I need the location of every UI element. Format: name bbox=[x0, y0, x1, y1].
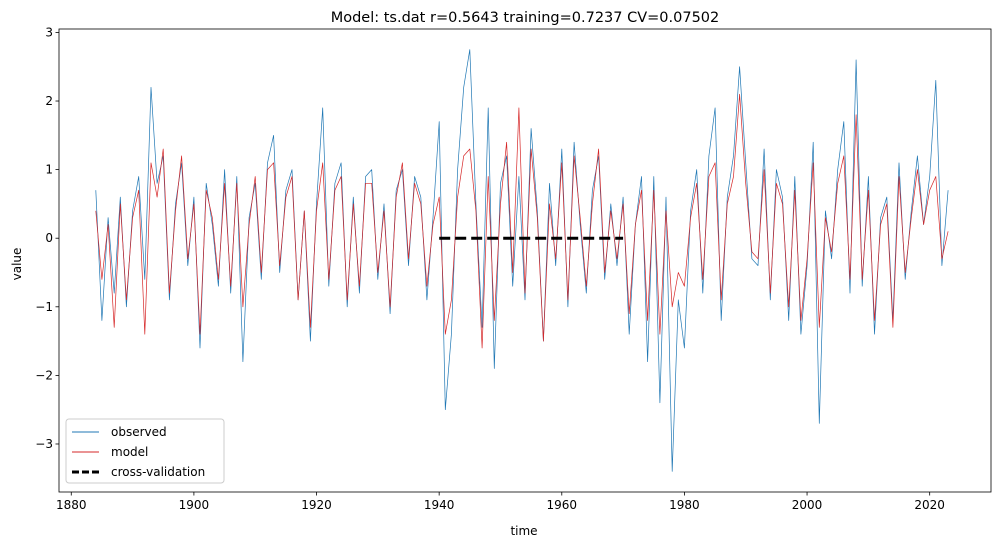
plot-frame bbox=[58, 28, 992, 493]
y-tick-label: 1 bbox=[45, 163, 53, 177]
legend-label: model bbox=[111, 445, 148, 459]
x-tick-label: 1900 bbox=[179, 498, 210, 512]
chart-title: Model: ts.dat r=0.5643 training=0.7237 C… bbox=[331, 10, 720, 26]
legend-label: observed bbox=[111, 425, 167, 439]
x-tick-label: 1940 bbox=[424, 498, 455, 512]
y-tick-label: −1 bbox=[35, 300, 53, 314]
y-tick-label: 0 bbox=[45, 231, 53, 245]
y-tick-label: 3 bbox=[45, 25, 53, 39]
x-axis-label: time bbox=[510, 524, 537, 538]
axes: 1880 1900 1920 1940 1960 1980 2000 2020 −3 −2 −1 0 1… bbox=[35, 25, 992, 512]
y-tick-label: −3 bbox=[35, 437, 53, 451]
legend: observed model cross-validation bbox=[65, 418, 225, 484]
x-tick-label: 1960 bbox=[547, 498, 578, 512]
plot-area bbox=[95, 49, 949, 472]
x-tick-label: 1880 bbox=[56, 498, 87, 512]
legend-label: cross-validation bbox=[111, 465, 205, 479]
y-axis-label: value bbox=[10, 248, 24, 281]
y-tick-label: 2 bbox=[45, 94, 53, 108]
series-line-observed bbox=[95, 49, 949, 472]
x-tick-label: 1920 bbox=[301, 498, 332, 512]
y-tick-label: −2 bbox=[35, 368, 53, 382]
legend-box bbox=[65, 418, 225, 484]
x-tick-label: 1980 bbox=[669, 498, 700, 512]
series-line-model bbox=[95, 93, 949, 349]
x-tick-label: 2020 bbox=[914, 498, 945, 512]
x-tick-label: 2000 bbox=[792, 498, 823, 512]
